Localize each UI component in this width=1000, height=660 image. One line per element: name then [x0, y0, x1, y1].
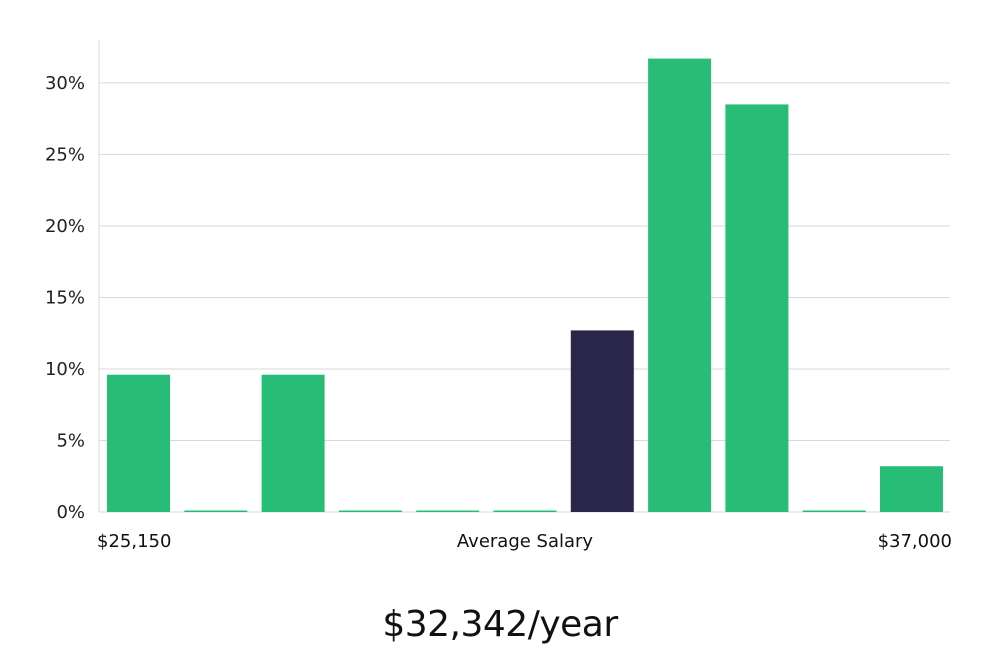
bar — [261, 374, 325, 512]
bar — [648, 58, 712, 512]
bar — [416, 510, 480, 512]
bar — [493, 510, 557, 512]
gridlines — [99, 82, 950, 513]
y-axis-ticks: 0% 5% 10% 15% 20% 25% 30% — [45, 73, 85, 523]
x-min-label: $25,150 — [97, 531, 171, 552]
salary-histogram: 0% 5% 10% 15% 20% 25% 30% $25,150 Average Sala… — [45, 40, 952, 552]
bar — [725, 104, 789, 513]
bars — [107, 58, 943, 513]
bar — [338, 510, 402, 512]
y-tick-label: 10% — [45, 359, 85, 380]
y-tick-label: 0% — [56, 502, 85, 523]
y-tick-label: 15% — [45, 287, 85, 308]
x-max-label: $37,000 — [878, 531, 952, 552]
y-tick-label: 20% — [45, 216, 85, 237]
bar — [802, 510, 866, 512]
average-salary-value: $32,342/year — [382, 604, 618, 645]
y-tick-label: 30% — [45, 73, 85, 94]
y-tick-label: 5% — [56, 430, 85, 451]
bar — [107, 374, 170, 512]
x-center-label: Average Salary — [457, 531, 594, 552]
bar-highlight — [570, 330, 634, 512]
bar — [184, 510, 248, 512]
bar — [880, 466, 943, 512]
y-tick-label: 25% — [45, 144, 85, 165]
